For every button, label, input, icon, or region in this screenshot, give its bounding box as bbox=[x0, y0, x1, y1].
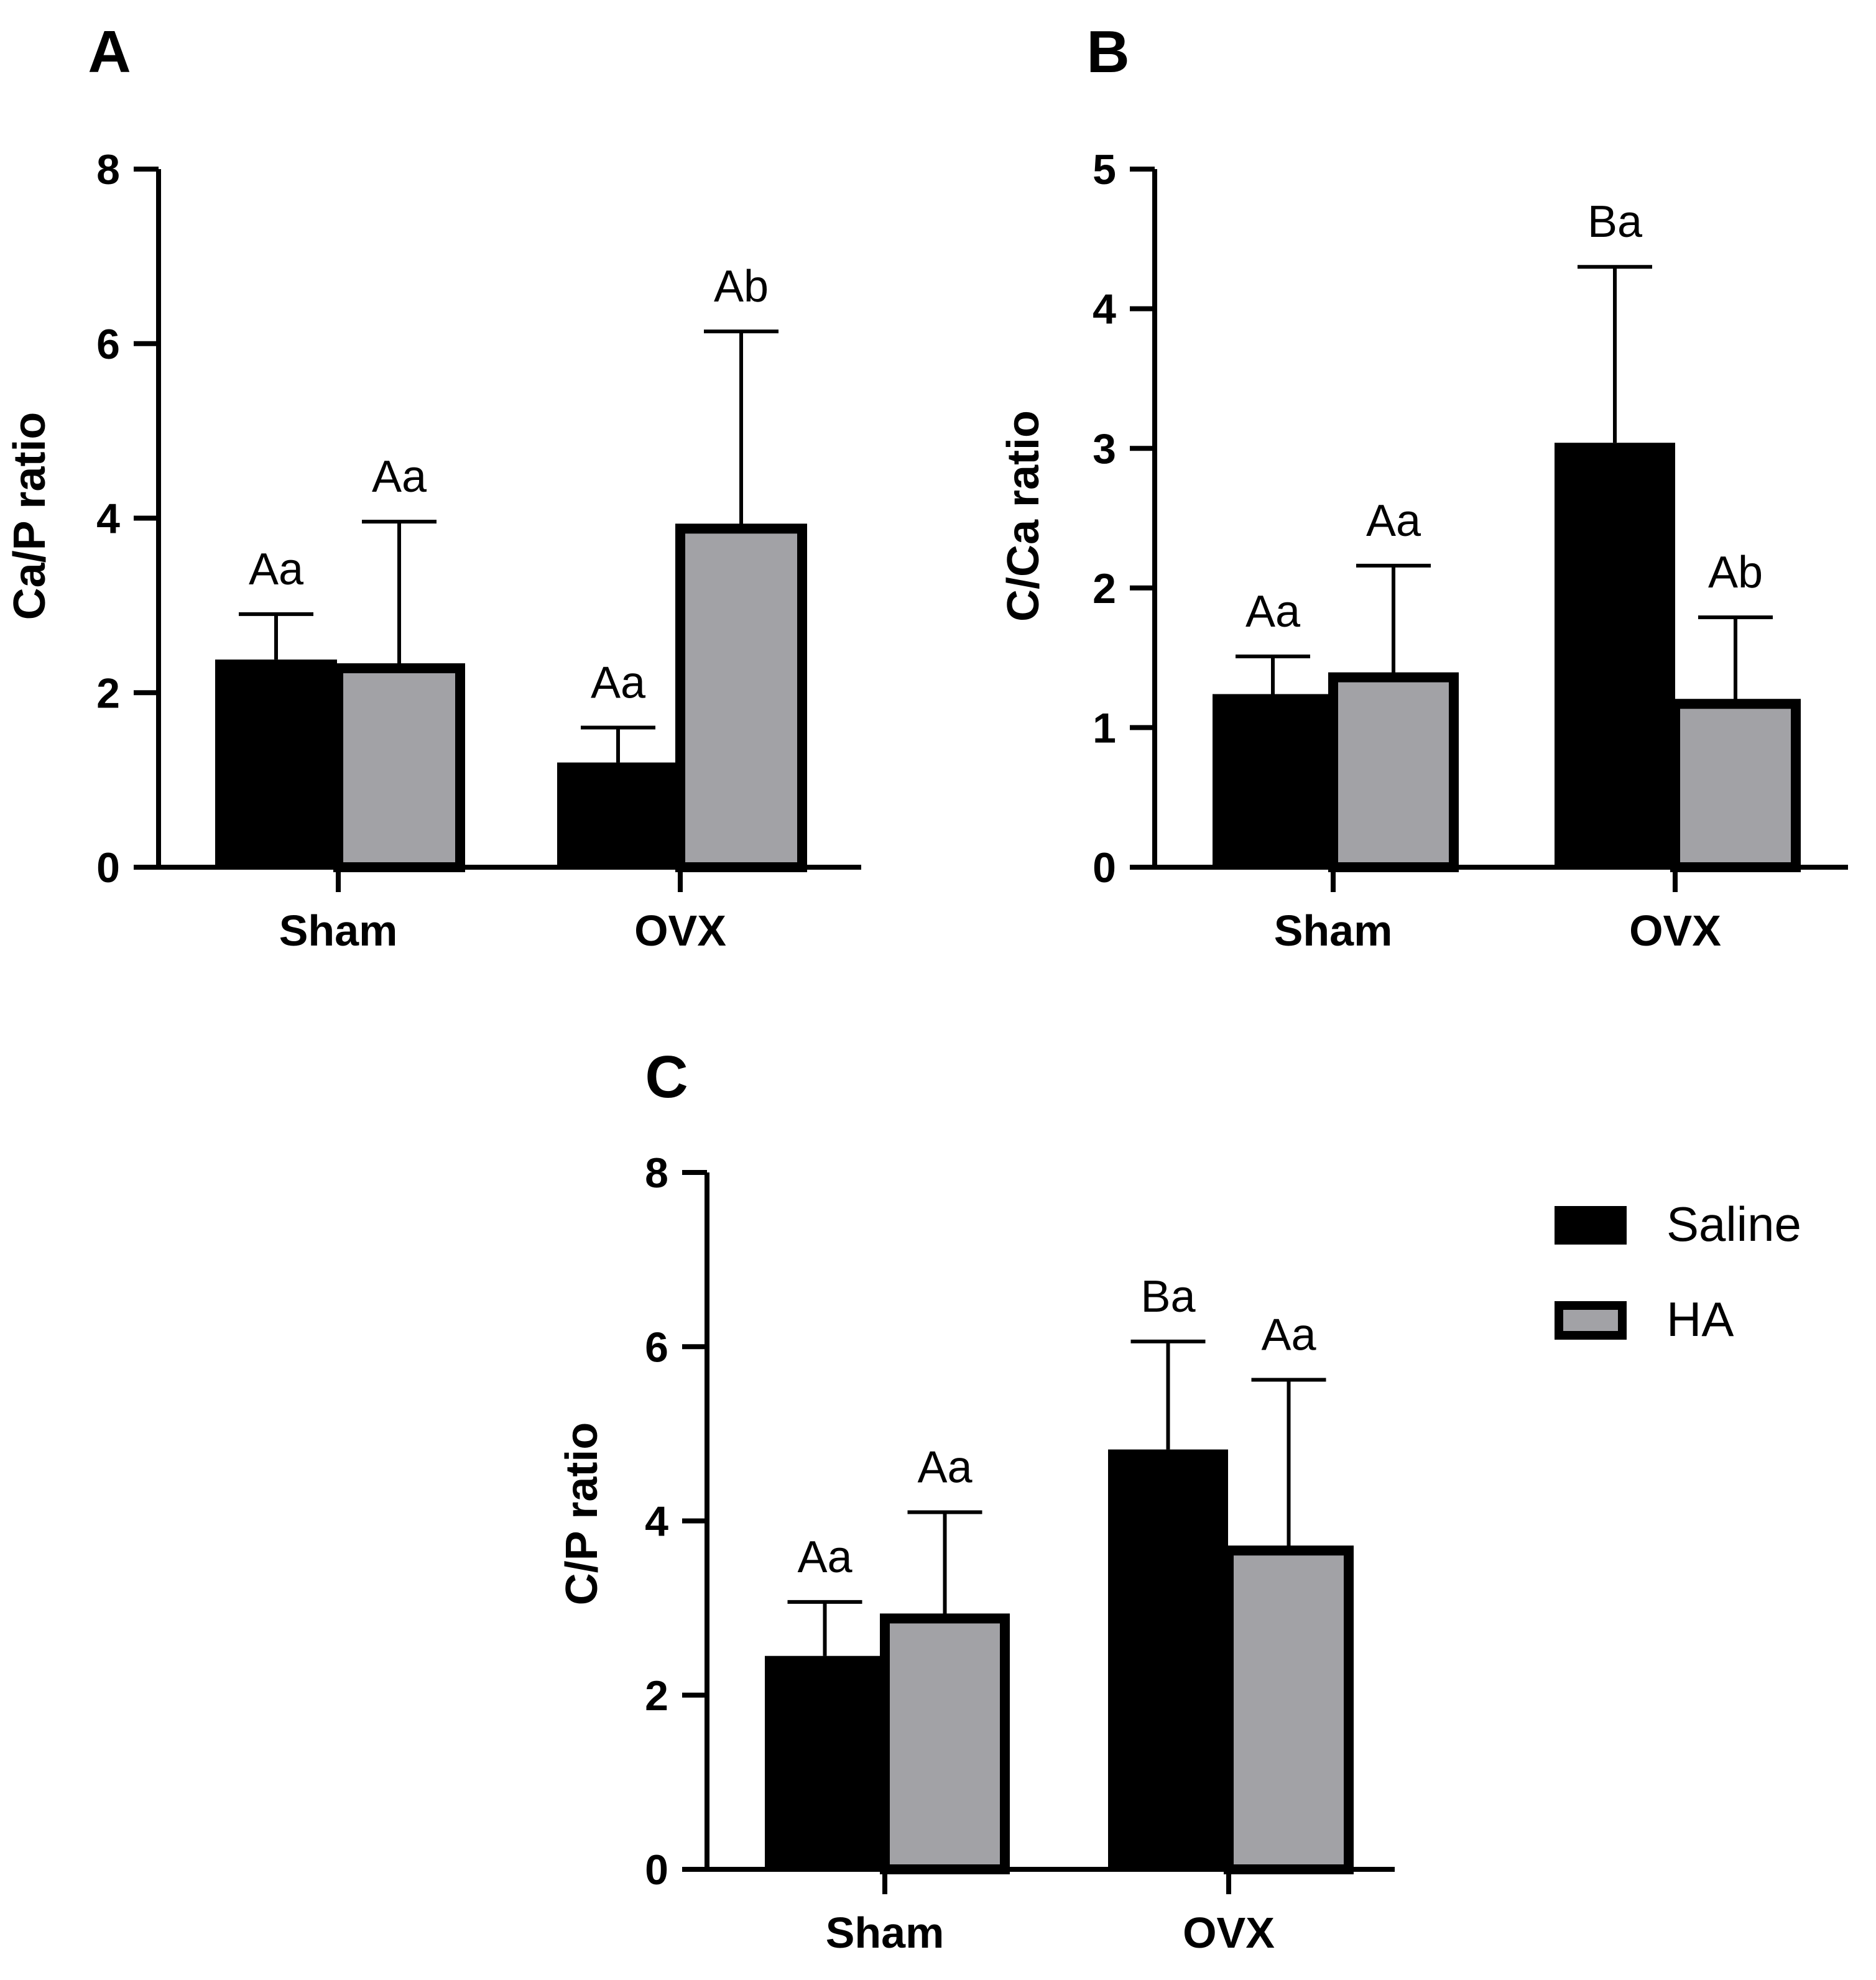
y-tick-label: 5 bbox=[1093, 146, 1116, 193]
y-tick-label: 0 bbox=[1093, 844, 1116, 891]
y-axis-label: C/P ratio bbox=[557, 1422, 607, 1606]
bar-saline-sham bbox=[215, 659, 337, 867]
y-tick-label: 0 bbox=[96, 844, 120, 891]
x-category-label: Sham bbox=[826, 1909, 945, 1957]
significance-label: Aa bbox=[1366, 496, 1421, 546]
y-tick-label: 8 bbox=[96, 146, 120, 193]
chart-panel-c: C C/P ratio Aa Ba Aa Aa 0 2 4 6 8 Sham OVX bbox=[557, 1044, 1395, 1957]
y-tick-label: 4 bbox=[96, 495, 120, 543]
y-axis-label: Ca/P ratio bbox=[5, 412, 55, 620]
bar-saline-sham bbox=[765, 1655, 885, 1869]
panel-letter: C bbox=[645, 1044, 688, 1110]
bar-saline-ovx bbox=[1108, 1449, 1228, 1869]
y-tick-label: 0 bbox=[645, 1846, 668, 1894]
bar-ha-sham bbox=[333, 663, 465, 872]
legend-label-saline: Saline bbox=[1666, 1197, 1801, 1251]
bar-ha-ovx bbox=[1670, 699, 1801, 873]
y-tick-label: 2 bbox=[96, 670, 120, 717]
y-tick-label: 6 bbox=[96, 321, 120, 368]
x-category-label: OVX bbox=[1183, 1909, 1275, 1957]
y-tick-label: 8 bbox=[645, 1149, 668, 1197]
significance-label: Ba bbox=[1587, 197, 1643, 247]
y-tick-label: 2 bbox=[645, 1672, 668, 1720]
bar-ha-sham bbox=[880, 1613, 1010, 1874]
bar-ha-ovx bbox=[1224, 1545, 1354, 1875]
panel-letter: A bbox=[88, 19, 131, 85]
panel-letter: B bbox=[1086, 19, 1129, 85]
bar-saline-ovx bbox=[1555, 443, 1675, 867]
significance-label: Aa bbox=[249, 545, 304, 594]
significance-label: Ab bbox=[714, 262, 769, 311]
legend: Saline HA bbox=[1555, 1197, 1801, 1347]
bar-ha-sham bbox=[1328, 672, 1459, 872]
significance-label: Aa bbox=[591, 658, 646, 707]
x-category-label: OVX bbox=[634, 906, 726, 955]
chart-panel-b: B C/Ca ratio Aa Ba Aa Ab 0 1 2 3 4 5 Sham OVX bbox=[999, 19, 1848, 955]
significance-label: Aa bbox=[1261, 1310, 1316, 1360]
bar-saline-ovx bbox=[557, 762, 679, 867]
significance-label: Ab bbox=[1708, 548, 1763, 597]
legend-swatch-ha bbox=[1555, 1301, 1627, 1340]
legend-swatch-saline bbox=[1555, 1206, 1627, 1245]
significance-label: Ba bbox=[1140, 1272, 1196, 1322]
bar-saline-sham bbox=[1213, 694, 1333, 867]
y-tick-label: 2 bbox=[1093, 565, 1116, 612]
significance-label: Aa bbox=[1245, 587, 1301, 637]
x-category-label: Sham bbox=[1274, 906, 1393, 955]
significance-label: Aa bbox=[797, 1532, 853, 1582]
x-category-label: Sham bbox=[279, 906, 398, 955]
y-tick-label: 1 bbox=[1093, 704, 1116, 752]
legend-label-ha: HA bbox=[1666, 1292, 1734, 1347]
x-category-label: OVX bbox=[1629, 906, 1721, 955]
significance-label: Aa bbox=[917, 1442, 973, 1492]
y-tick-label: 3 bbox=[1093, 425, 1116, 472]
y-tick-label: 4 bbox=[645, 1498, 668, 1545]
y-tick-label: 4 bbox=[1093, 286, 1116, 333]
significance-label: Aa bbox=[372, 452, 427, 502]
y-tick-label: 6 bbox=[645, 1324, 668, 1371]
bar-ha-ovx bbox=[675, 523, 807, 872]
chart-panel-a: A Ca/P ratio Aa Aa Aa Ab 0 2 4 6 8 Sham OVX bbox=[5, 19, 861, 955]
y-axis-label: C/Ca ratio bbox=[999, 410, 1048, 622]
